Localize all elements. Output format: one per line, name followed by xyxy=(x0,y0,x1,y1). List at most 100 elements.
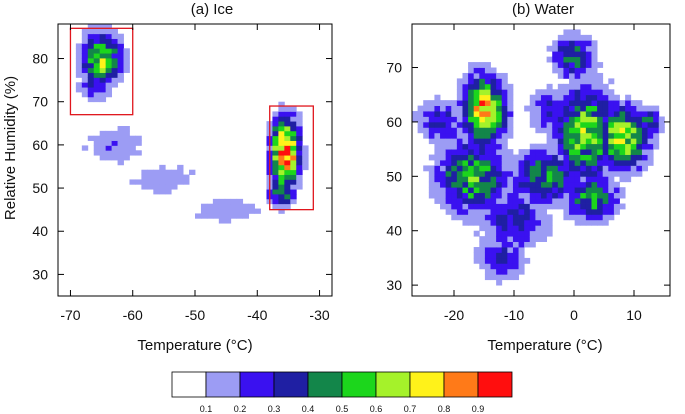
contour-cell xyxy=(501,132,508,139)
contour-cell xyxy=(81,77,89,83)
contour-cell xyxy=(490,83,497,90)
contour-cell xyxy=(496,279,503,286)
contour-cell xyxy=(456,138,463,145)
contour-cell xyxy=(501,203,508,210)
contour-cell xyxy=(496,160,503,166)
contour-cell xyxy=(468,72,475,79)
colorbar-tick-label: 0.9 xyxy=(472,404,485,414)
contour-cell xyxy=(529,187,536,194)
y-tick-label: 30 xyxy=(32,266,48,282)
contour-cell xyxy=(541,154,548,161)
contour-cell xyxy=(496,274,503,281)
contour-cell xyxy=(619,132,626,139)
contour-cell xyxy=(93,38,101,44)
contour-cell xyxy=(512,247,519,253)
contour-cell xyxy=(278,184,285,190)
contour-cell xyxy=(99,24,107,30)
contour-cell xyxy=(597,138,604,145)
contour-cell xyxy=(613,165,620,172)
contour-cell xyxy=(524,203,531,210)
contour-cell xyxy=(456,203,463,210)
contour-cell xyxy=(428,192,435,199)
contour-cell xyxy=(468,170,475,177)
contour-cell xyxy=(529,236,536,242)
contour-cell xyxy=(296,179,303,185)
contour-cell xyxy=(129,179,136,185)
contour-cell xyxy=(206,208,214,214)
contour-cell xyxy=(284,198,291,205)
contour-cell xyxy=(484,247,491,253)
contour-cell xyxy=(529,143,536,150)
contour-cell xyxy=(585,138,592,145)
contour-cell xyxy=(468,187,475,194)
contour-cell xyxy=(569,149,576,155)
x-tick-label: -10 xyxy=(504,307,524,323)
contour-cell xyxy=(479,154,486,161)
contour-cell xyxy=(512,192,519,199)
contour-cell xyxy=(563,198,570,204)
contour-cell xyxy=(189,169,196,175)
contour-cell xyxy=(473,154,480,161)
contour-cell xyxy=(456,149,463,155)
contour-cell xyxy=(278,203,285,209)
contour-cell xyxy=(557,203,564,210)
contour-cell xyxy=(479,67,486,74)
contour-cell xyxy=(535,187,542,194)
contour-cell xyxy=(171,169,178,175)
contour-cell xyxy=(296,135,303,141)
contour-cell xyxy=(93,135,101,141)
contour-cell xyxy=(445,143,452,150)
contour-cell xyxy=(417,127,424,134)
contour-cell xyxy=(451,100,458,106)
contour-cell xyxy=(284,111,291,117)
contour-cell xyxy=(423,100,430,106)
contour-cell xyxy=(602,176,609,183)
contour-cell xyxy=(658,121,665,128)
contour-cell xyxy=(141,169,148,175)
contour-cell xyxy=(496,208,503,215)
contour-cell xyxy=(490,225,497,232)
contour-cell xyxy=(563,51,570,58)
contour-cell xyxy=(636,121,643,128)
contour-cell xyxy=(580,67,587,74)
contour-cell xyxy=(653,105,660,112)
contour-cell xyxy=(272,126,279,132)
contour-cell xyxy=(496,154,503,161)
contour-cell xyxy=(569,160,576,166)
contour-cell xyxy=(619,143,626,150)
contour-cell xyxy=(580,100,587,106)
contour-cell xyxy=(580,154,587,161)
contour-cell xyxy=(111,58,118,64)
contour-cell xyxy=(574,105,581,112)
y-tick-label: 50 xyxy=(386,168,402,184)
contour-cell xyxy=(81,33,89,39)
contour-cell xyxy=(563,176,570,183)
contour-cell xyxy=(473,83,480,90)
contour-cell xyxy=(501,100,508,106)
contour-cell xyxy=(479,72,486,79)
contour-cell xyxy=(557,111,564,117)
contour-cell xyxy=(278,145,285,151)
contour-cell xyxy=(496,257,503,264)
contour-cell xyxy=(284,174,291,180)
contour-cell xyxy=(619,138,626,145)
contour-cell xyxy=(602,143,609,150)
contour-cell xyxy=(200,213,208,219)
contour-cell xyxy=(524,219,531,226)
contour-cell xyxy=(569,62,576,68)
contour-cell xyxy=(557,56,564,63)
contour-cell xyxy=(602,149,609,155)
contour-cell xyxy=(434,165,441,172)
contour-cell xyxy=(473,62,480,68)
contour-cell xyxy=(591,56,598,63)
contour-cell xyxy=(580,127,587,134)
contour-cell xyxy=(602,111,609,117)
contour-cell xyxy=(165,184,172,190)
contour-cell xyxy=(625,176,632,183)
contour-cell xyxy=(501,127,508,134)
contour-cell xyxy=(591,94,598,101)
contour-cell xyxy=(585,208,592,215)
contour-cell xyxy=(99,67,107,73)
contour-cell xyxy=(496,83,503,90)
contour-cell xyxy=(473,247,480,253)
